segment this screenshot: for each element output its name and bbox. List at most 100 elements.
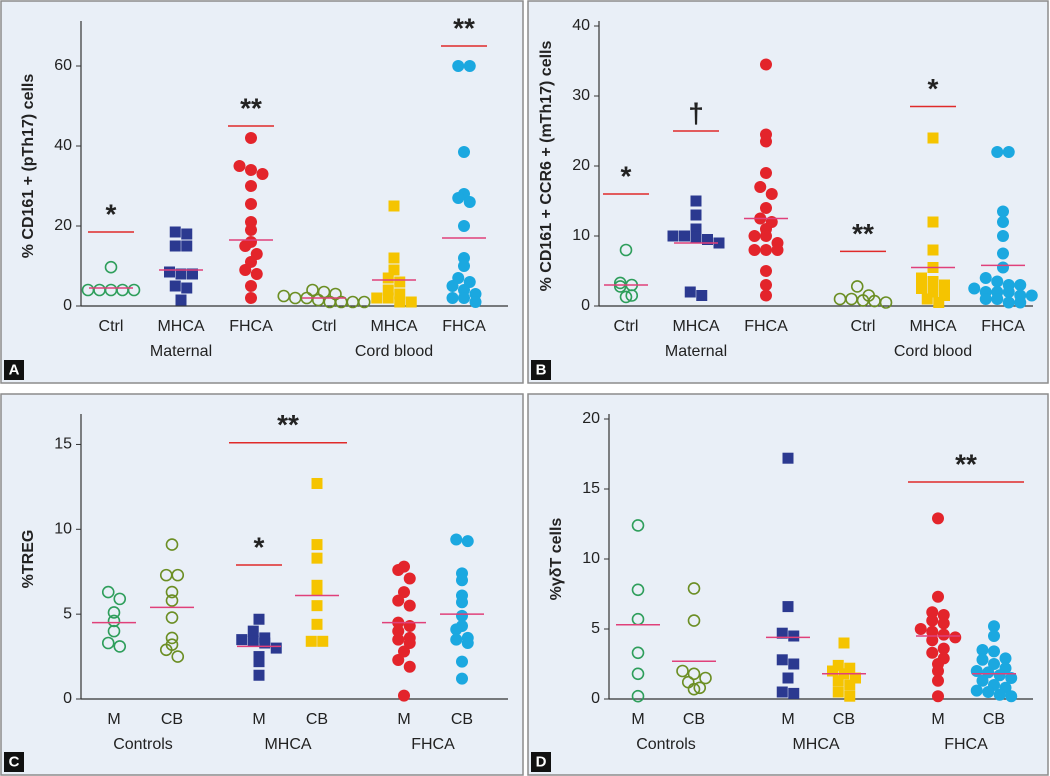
data-point bbox=[760, 167, 772, 179]
data-point bbox=[245, 198, 257, 210]
data-point bbox=[916, 272, 927, 284]
data-point bbox=[690, 195, 702, 207]
data-point bbox=[937, 609, 950, 621]
data-point bbox=[993, 688, 1006, 701]
y-tick-label: 20 bbox=[54, 217, 72, 234]
data-point bbox=[392, 633, 405, 646]
data-point bbox=[382, 272, 394, 284]
data-point bbox=[932, 512, 944, 525]
data-point bbox=[245, 132, 257, 144]
data-point bbox=[277, 289, 291, 303]
data-point bbox=[619, 243, 633, 257]
data-point bbox=[631, 583, 645, 597]
data-point bbox=[760, 202, 772, 214]
data-point bbox=[788, 658, 800, 670]
data-point bbox=[844, 679, 856, 691]
data-point bbox=[676, 664, 689, 678]
data-point bbox=[754, 181, 767, 193]
data-point bbox=[107, 614, 121, 628]
y-tick-label: 10 bbox=[54, 521, 72, 538]
data-point bbox=[311, 477, 323, 489]
data-point bbox=[760, 58, 772, 71]
data-point bbox=[982, 666, 995, 679]
data-point bbox=[968, 282, 981, 295]
data-point bbox=[667, 230, 679, 242]
data-point bbox=[452, 60, 465, 72]
data-point bbox=[446, 292, 459, 304]
data-point bbox=[403, 599, 416, 612]
data-point bbox=[450, 533, 463, 546]
data-point bbox=[613, 276, 627, 290]
group-label: MHCA bbox=[792, 736, 839, 753]
data-point bbox=[181, 240, 193, 252]
data-point bbox=[949, 631, 962, 644]
data-point bbox=[398, 645, 410, 658]
x-tick-label: Ctrl bbox=[614, 318, 639, 335]
data-point bbox=[782, 601, 794, 613]
data-point bbox=[388, 264, 400, 276]
data-point bbox=[181, 282, 193, 294]
data-point bbox=[259, 637, 271, 649]
data-point bbox=[776, 686, 788, 698]
y-tick-label: 40 bbox=[54, 137, 72, 154]
data-point bbox=[233, 160, 246, 172]
data-point bbox=[696, 290, 708, 301]
data-point bbox=[311, 618, 323, 630]
data-point bbox=[687, 582, 701, 595]
x-tick-label: M bbox=[931, 711, 944, 728]
data-point bbox=[927, 132, 939, 144]
y-tick-label: 0 bbox=[63, 690, 72, 707]
data-point bbox=[979, 272, 992, 284]
data-point bbox=[760, 279, 772, 291]
group-label: FHCA bbox=[411, 736, 455, 753]
data-point bbox=[765, 188, 778, 200]
data-point bbox=[450, 623, 463, 636]
y-tick-label: 60 bbox=[54, 57, 72, 74]
data-point bbox=[463, 60, 476, 72]
data-point bbox=[1002, 146, 1015, 158]
data-point bbox=[171, 568, 185, 582]
y-tick-label: 10 bbox=[572, 227, 590, 244]
data-point bbox=[933, 297, 945, 308]
panel-background bbox=[0, 0, 524, 384]
data-point bbox=[932, 665, 944, 677]
data-point bbox=[113, 592, 127, 606]
x-tick-label: MHCA bbox=[157, 318, 204, 335]
data-point bbox=[927, 286, 939, 298]
data-point bbox=[456, 655, 468, 668]
group-label: Maternal bbox=[665, 343, 727, 360]
y-tick-label: 10 bbox=[582, 550, 600, 567]
data-point bbox=[456, 596, 468, 609]
data-point bbox=[690, 231, 702, 243]
data-point bbox=[850, 672, 861, 684]
data-point bbox=[253, 613, 265, 625]
data-point bbox=[394, 276, 406, 288]
significance-label: ** bbox=[852, 218, 874, 249]
data-point bbox=[236, 634, 248, 646]
data-point bbox=[245, 180, 257, 192]
data-point bbox=[165, 594, 179, 607]
data-point bbox=[311, 539, 323, 551]
data-point bbox=[982, 686, 995, 698]
data-point bbox=[165, 611, 179, 624]
x-tick-label: FHCA bbox=[981, 318, 1025, 335]
x-tick-label: MHCA bbox=[370, 318, 417, 335]
y-axis-label: %TREG bbox=[20, 530, 37, 589]
data-point bbox=[392, 594, 405, 607]
data-point bbox=[247, 635, 259, 647]
data-point bbox=[398, 689, 410, 702]
data-point bbox=[461, 535, 474, 548]
x-tick-label: MHCA bbox=[909, 318, 956, 335]
data-point bbox=[311, 600, 323, 612]
data-point bbox=[245, 224, 257, 236]
x-tick-label: CB bbox=[833, 711, 855, 728]
x-tick-label: M bbox=[781, 711, 794, 728]
significance-label: * bbox=[621, 160, 632, 191]
data-point bbox=[452, 192, 465, 204]
data-point bbox=[107, 624, 121, 638]
data-point bbox=[932, 590, 944, 603]
data-point bbox=[187, 268, 198, 280]
x-tick-label: CB bbox=[161, 711, 183, 728]
data-point bbox=[270, 642, 282, 654]
